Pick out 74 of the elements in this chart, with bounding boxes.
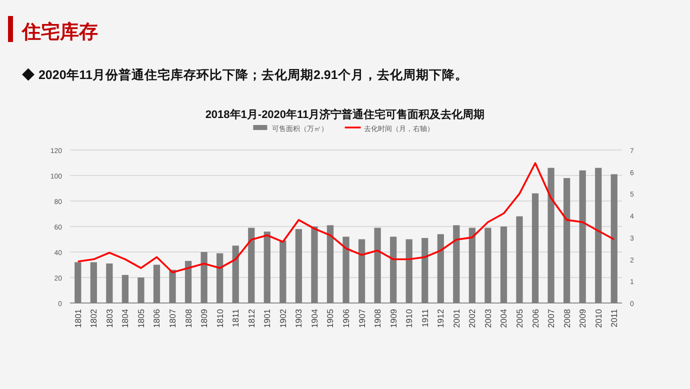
text: ◆ 2020年11月份普通住宅库存环比下降；去化周期2.91个月，去化周期下降。	[22, 67, 468, 82]
x-tick-label: 1811	[230, 308, 241, 328]
x-tick-label: 2011	[609, 308, 620, 328]
x-tick-label: 1901	[262, 308, 272, 328]
x-tick-label: 1902	[278, 308, 288, 328]
bar	[595, 168, 602, 303]
bar	[216, 253, 224, 303]
bar	[500, 226, 508, 303]
x-tick-label: 2002	[467, 308, 478, 328]
bar	[358, 239, 366, 303]
line-series	[76, 162, 616, 274]
x-tick-label: 1806	[152, 308, 162, 328]
x-tick-label: 1912	[436, 308, 446, 328]
bar	[200, 252, 208, 303]
x-tick-label: 2010	[593, 308, 604, 328]
bar	[437, 234, 444, 303]
bar	[248, 228, 255, 303]
bar	[326, 225, 334, 303]
x-tick-label: 1803	[104, 308, 114, 328]
x-tick-label: 1808	[183, 308, 194, 328]
x-tick-label: 2003	[482, 308, 493, 328]
bar	[122, 274, 129, 303]
bar	[406, 239, 412, 303]
bar	[90, 262, 97, 303]
bar	[453, 225, 460, 303]
x-tick-label: 2007	[546, 308, 556, 328]
x-tick-label: 2001	[451, 308, 462, 328]
bar	[532, 193, 539, 303]
x-tick-label: 1911	[420, 308, 430, 328]
bar	[280, 240, 286, 303]
bar	[264, 232, 270, 303]
bar	[311, 226, 318, 303]
x-tick-label: 2004	[498, 308, 509, 328]
bar	[422, 238, 428, 303]
bar	[106, 263, 113, 303]
bar	[374, 228, 381, 303]
bar	[184, 260, 192, 303]
bar	[563, 178, 570, 303]
bar	[468, 228, 476, 303]
bar	[74, 262, 82, 303]
bar	[153, 264, 160, 303]
bar	[390, 236, 397, 303]
x-tick-label: 1910	[404, 308, 414, 328]
x-tick-label: 1807	[168, 308, 178, 328]
bar	[610, 174, 618, 303]
x-tick-label: 1809	[199, 308, 210, 328]
bar	[548, 168, 554, 303]
x-tick-label: 1909	[388, 308, 398, 328]
bar	[169, 270, 176, 303]
x-tick-label: 1904	[309, 308, 320, 328]
x-tick-label: 2008	[562, 308, 572, 328]
x-tick-label: 1907	[356, 308, 367, 328]
text: 住宅库存	[21, 21, 98, 43]
bar	[342, 236, 350, 303]
bar	[232, 246, 239, 303]
bar	[516, 216, 523, 303]
x-tick-label: 2006	[530, 308, 540, 328]
x-tick-label: 1801	[72, 308, 83, 328]
x-tick-label: 1805	[136, 308, 146, 328]
x-tick-label: 1906	[341, 308, 351, 328]
x-tick-label: 1812	[246, 308, 256, 328]
bar	[295, 229, 302, 303]
x-tick-label: 1804	[120, 308, 130, 328]
x-tick-label: 1802	[88, 308, 99, 328]
x-tick-label: 2009	[578, 308, 588, 328]
x-tick-label: 1905	[325, 308, 336, 328]
x-tick-label: 2005	[514, 308, 524, 328]
bar	[579, 170, 586, 303]
x-tick-label: 1810	[214, 308, 225, 328]
x-tick-label: 1908	[372, 308, 383, 328]
bar	[484, 228, 492, 303]
chart-title: 2018年1月-2020年11月济宁普通住宅可售面积及去化周期	[205, 108, 485, 121]
x-tick-label: 1903	[294, 308, 304, 328]
bar	[138, 278, 144, 303]
